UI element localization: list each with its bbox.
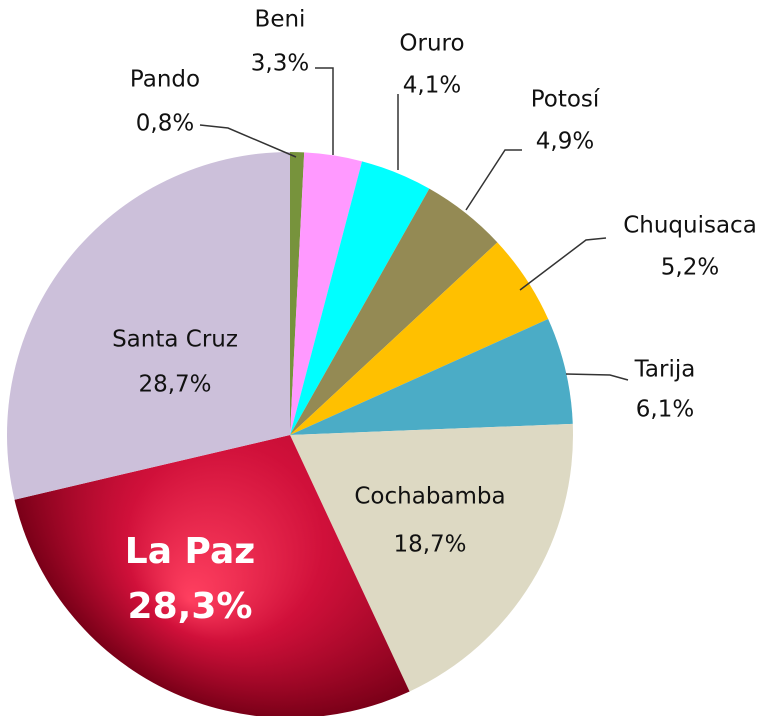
pie-slice — [290, 152, 305, 435]
pie-slice — [14, 435, 410, 716]
slice-value-label: 18,7% — [393, 532, 466, 558]
pie-slice — [290, 152, 363, 435]
slice-label: Oruro — [399, 31, 464, 57]
pie-slice — [290, 188, 498, 435]
slice-label: Tarija — [634, 357, 696, 383]
pie-slice — [6, 152, 291, 500]
slice-value-label: 3,3% — [251, 51, 309, 77]
slice-value-label: 4,9% — [536, 129, 594, 155]
pie-slice — [290, 161, 430, 435]
slice-label: Pando — [130, 67, 200, 93]
pie-slice — [290, 423, 573, 692]
pie-slice — [290, 242, 549, 435]
slice-value-label: 0,8% — [136, 111, 194, 137]
leader-line — [519, 237, 607, 291]
slice-label: Potosí — [531, 87, 600, 113]
leader-line — [315, 67, 334, 155]
slice-label: Cochabamba — [354, 484, 505, 510]
leader-line — [199, 124, 297, 158]
slice-value-label: 6,1% — [636, 397, 694, 423]
slice-label: Santa Cruz — [112, 327, 238, 353]
pie-slice — [290, 319, 573, 435]
slice-value-label: 28,3% — [128, 586, 253, 627]
slice-value-label: 4,1% — [403, 73, 461, 99]
leader-line — [465, 149, 522, 211]
slice-label: La Paz — [125, 531, 255, 572]
leader-line — [565, 373, 629, 381]
slice-value-label: 28,7% — [138, 372, 211, 398]
slice-label: Beni — [255, 7, 306, 33]
slice-label: Chuquisaca — [623, 213, 757, 239]
slice-value-label: 5,2% — [661, 255, 719, 281]
